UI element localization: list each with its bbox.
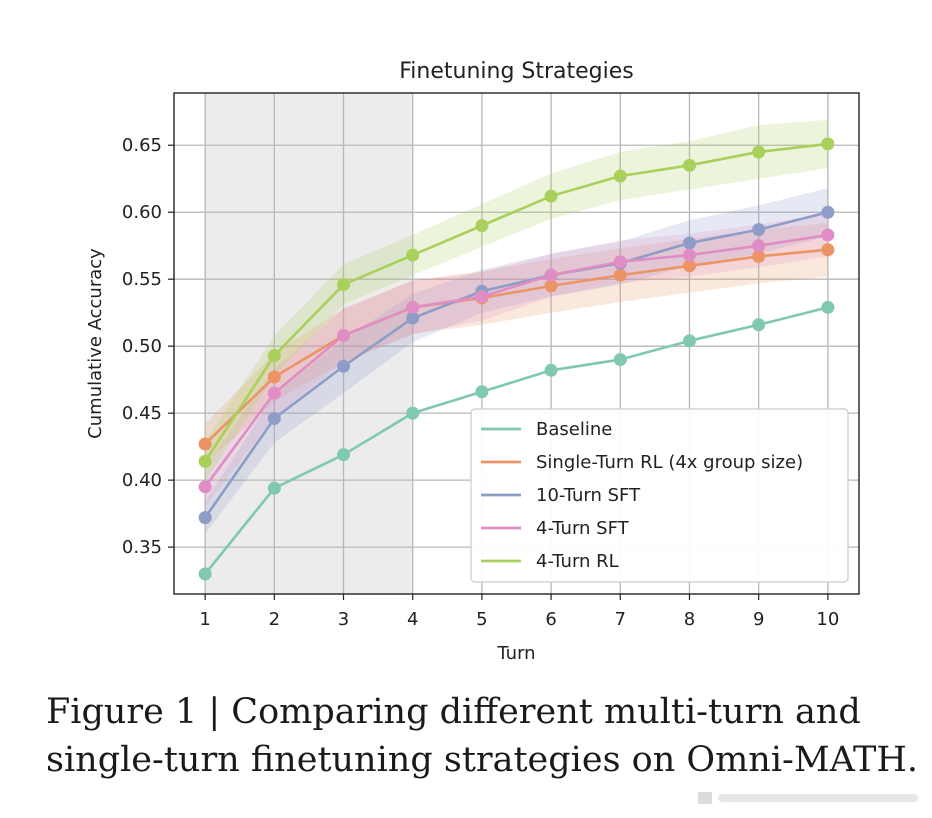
x-tick-label: 5 [476,609,487,630]
y-tick-label: 0.55 [122,269,162,290]
data-point [821,137,835,151]
chart-title: Finetuning Strategies [399,59,634,84]
x-axis: 1 2 3 4 5 6 7 8 9 10 Turn [199,594,839,664]
data-point [198,480,212,494]
x-tick-label: 4 [407,609,418,630]
legend-label: 4-Turn RL [536,551,619,572]
x-tick-label: 3 [338,609,349,630]
legend-box [470,408,849,583]
data-point [406,300,420,314]
legend-label: 4-Turn SFT [536,518,630,539]
data-point [267,349,281,363]
data-point [337,448,351,462]
y-axis: 0.35 0.40 0.45 0.50 0.55 0.60 0.65 Cumulative A… [85,135,174,558]
series-line-3 [204,210,829,519]
data-point [821,300,835,314]
data-point [613,353,627,367]
y-tick-label: 0.35 [122,537,162,558]
band-series-5 [205,119,828,482]
series-1 [198,300,835,581]
data-point [198,454,212,468]
data-point [337,328,351,342]
data-point [544,363,558,377]
data-point [752,145,766,159]
confidence-bands [205,119,828,534]
series-line-2 [204,248,828,445]
data-point [267,412,281,426]
x-tick-label: 6 [545,609,556,630]
data-point [752,239,766,253]
x-tick-label: 9 [753,609,764,630]
data-point [682,259,696,273]
data-point [267,386,281,400]
data-point [475,385,489,399]
y-tick-label: 0.65 [122,135,162,156]
plot-frame [173,92,860,595]
data-point [198,567,212,581]
series-4 [198,228,835,494]
series-5 [198,137,835,468]
series-line-1 [204,306,829,575]
data-point [544,268,558,282]
data-point [821,243,835,257]
caption-line-1: Figure 1 | Comparing different multi-tur… [46,692,861,732]
data-point [752,249,766,263]
data-point [337,359,351,373]
y-tick-label: 0.40 [122,470,162,491]
data-point [613,255,627,269]
data-point [267,481,281,495]
data-point [752,223,766,237]
legend-label: 10-Turn SFT [536,485,641,506]
data-point [475,290,489,304]
data-point [337,278,351,292]
x-axis-label: Turn [496,643,535,664]
y-axis-label: Cumulative Accuracy [85,248,106,439]
data-point [613,268,627,282]
data-point [406,311,420,325]
data-point [544,189,558,203]
band-series-2 [205,222,828,465]
figure-caption: Figure 1 | Comparing different multi-tur… [46,688,919,784]
series-line-5 [204,142,829,463]
band-series-4 [205,213,828,507]
x-tick-label: 2 [269,609,280,630]
band-series-3 [205,188,828,534]
data-point [267,370,281,384]
y-tick-label: 0.45 [122,403,162,424]
data-point [682,158,696,172]
y-tick-label: 0.50 [122,336,162,357]
legend: Baseline Single-Turn RL (4x group size) 10… [470,408,849,583]
legend-label: Single-Turn RL (4x group size) [536,452,803,473]
caption-line-2: single-turn finetuning strategies on Omn… [46,740,919,780]
data-point [406,248,420,262]
data-point [682,334,696,348]
x-tick-label: 7 [615,609,626,630]
data-point [821,205,835,219]
series-line-4 [204,233,829,488]
legend-label: Baseline [536,419,612,440]
data-point [821,228,835,242]
data-point [613,169,627,183]
data-point [682,248,696,262]
x-tick-label: 10 [816,609,839,630]
x-tick-label: 1 [199,609,210,630]
data-point [544,279,558,293]
data-point [198,511,212,525]
y-tick-label: 0.60 [122,202,162,223]
x-tick-label: 8 [684,609,695,630]
data-point [406,406,420,420]
data-point [198,437,212,451]
data-point [752,318,766,332]
chart: 1 2 3 4 5 6 7 8 9 10Turn0.350.400.450.500.550.600… [85,59,860,664]
data-point [682,236,696,250]
watermark [698,788,924,808]
data-point [475,219,489,233]
